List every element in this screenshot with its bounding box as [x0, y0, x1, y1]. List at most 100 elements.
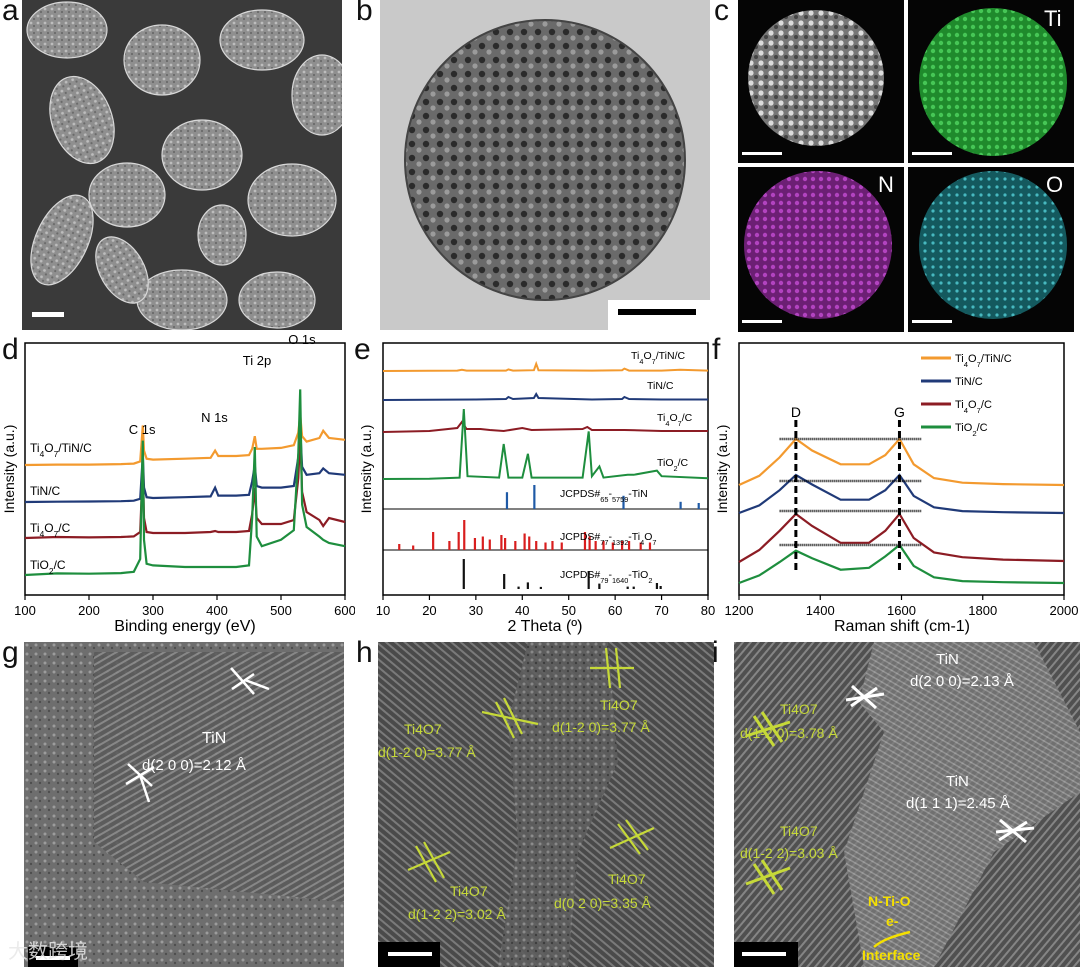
- d-ylabel: Intensity (a.u.): [1, 425, 17, 514]
- d-series-label: Ti4O7/C: [30, 521, 71, 539]
- panel-letter-f: f: [712, 333, 721, 366]
- f-ylabel: Intensity (a.u.): [715, 425, 730, 514]
- eds-label-n: N: [878, 172, 894, 197]
- e-series-label: Ti4O7/C: [657, 412, 693, 428]
- panel-f-raman-chart: D G 1200 1400 1600 1800 2000 Ti4O7/TiN/C TiN/C…: [715, 342, 1079, 635]
- xrd-line-1: [382, 391, 708, 401]
- f-tick-label: 2000: [1050, 603, 1079, 618]
- d-tick-label: 600: [334, 603, 355, 618]
- panel-h-hrtem-image: Ti4O7 d(1-2 0)=3.77 Å Ti4O7 d(1-2 0)=3.7…: [378, 642, 714, 967]
- f-legend-label: TiO2/C: [955, 422, 988, 438]
- d-tick-label: 400: [206, 603, 228, 618]
- panel-b-tem-image: [380, 0, 710, 330]
- watermark-text: 大数跨境: [8, 939, 88, 963]
- i-label-electron: e-: [886, 913, 899, 929]
- e-tick-label: 40: [515, 603, 529, 618]
- d-tick-label: 300: [142, 603, 164, 618]
- xps-line-1: [24, 428, 346, 504]
- xrd-line-0: [382, 360, 709, 372]
- i-label-phase-3: TiN: [946, 773, 969, 790]
- e-tick-label: 60: [608, 603, 622, 618]
- d-tick-label: 500: [270, 603, 292, 618]
- f-legend-label: TiN/C: [955, 376, 983, 388]
- h-label-d-1: d(1-2 0)=3.77 Å: [378, 744, 476, 760]
- d-series-label: TiO2/C: [30, 558, 66, 576]
- e-series-label: TiN/C: [647, 380, 674, 392]
- d-peak-label: O 1s: [288, 335, 316, 347]
- panel-letter-d: d: [2, 333, 19, 366]
- xps-line-0: [24, 414, 346, 467]
- i-label-bond: N-Ti-O: [868, 893, 911, 909]
- e-tick-label: 10: [376, 603, 390, 618]
- raman-line-2: [738, 512, 1065, 563]
- panel-c-eds-maps: Ti N O: [738, 0, 1074, 332]
- d-peak-label: C 1s: [129, 422, 156, 437]
- e-tick-label: 80: [701, 603, 715, 618]
- e-ref-label: JCPDS#65-5759-TiN: [560, 488, 648, 504]
- panel-letter-c: c: [714, 0, 729, 27]
- eds-label-ti: Ti: [1044, 6, 1062, 31]
- panel-letter-a: a: [2, 0, 19, 27]
- h-label-phase-4: Ti4O7: [608, 871, 646, 887]
- e-xlabel: 2 Theta (º): [508, 618, 583, 635]
- i-label-phase-4: Ti4O7: [780, 823, 818, 839]
- panel-i-hrtem-image: TiN d(2 0 0)=2.13 Å TiN d(1 1 1)=2.45 Å …: [734, 642, 1080, 967]
- h-label-d-4: d(0 2 0)=3.35 Å: [554, 895, 652, 911]
- raman-line-3: [738, 543, 1065, 585]
- eds-label-o: O: [1046, 172, 1063, 197]
- d-tick-label: 100: [14, 603, 36, 618]
- g-label-phase: TiN: [202, 730, 226, 747]
- f-tick-label: 1400: [806, 603, 835, 618]
- d-xlabel: Binding energy (eV): [114, 618, 255, 635]
- raman-band-label: G: [894, 404, 905, 420]
- raman-band-label: D: [791, 404, 801, 420]
- h-label-phase-1: Ti4O7: [404, 721, 442, 737]
- h-label-d-3: d(1-2 2)=3.02 Å: [408, 906, 506, 922]
- f-tick-label: 1600: [887, 603, 916, 618]
- i-label-phase-1: TiN: [936, 651, 959, 668]
- d-series-label: Ti4O7/TiN/C: [30, 441, 92, 459]
- d-peak-label: Ti 2p: [243, 353, 271, 368]
- f-legend-label: Ti4O7/TiN/C: [955, 353, 1012, 369]
- i-label-interface: Interface: [862, 947, 921, 963]
- i-label-d-3: d(1 1 1)=2.45 Å: [906, 795, 1010, 812]
- xrd-line-2: [382, 420, 708, 433]
- panel-letter-g: g: [2, 636, 19, 669]
- d-series-label: TiN/C: [30, 484, 61, 498]
- panel-letter-i: i: [712, 636, 719, 669]
- h-label-phase-3: Ti4O7: [450, 883, 488, 899]
- h-label-d-2: d(1-2 0)=3.77 Å: [552, 719, 650, 735]
- i-label-d-4: d(1-2 2)=3.03 Å: [740, 845, 838, 861]
- e-tick-label: 30: [469, 603, 483, 618]
- f-tick-label: 1800: [968, 603, 997, 618]
- panel-g-hrtem-image: TiN d(2 0 0)=2.12 Å: [24, 642, 344, 967]
- d-tick-label: 200: [78, 603, 100, 618]
- raman-line-1: [738, 473, 1065, 515]
- e-ref-label: JCPDS#77-1392-Ti4O7: [560, 531, 657, 547]
- panel-letter-b: b: [356, 0, 373, 27]
- panel-letter-e: e: [354, 333, 371, 366]
- e-series-label: Ti4O7/TiN/C: [631, 350, 685, 366]
- i-label-d-2: d(1-2 0)=3.78 Å: [740, 725, 838, 741]
- f-xlabel: Raman shift (cm-1): [834, 618, 970, 635]
- h-label-phase-2: Ti4O7: [600, 697, 638, 713]
- e-tick-label: 70: [654, 603, 668, 618]
- e-ylabel: Intensity (a.u.): [358, 425, 374, 514]
- e-tick-label: 20: [422, 603, 436, 618]
- raman-line-0: [738, 437, 1065, 487]
- d-peak-label: N 1s: [201, 410, 228, 425]
- panel-d-xps-chart: 100 200 300 400 500 600 C 1s N 1s Ti 2p O 1s Ti4…: [1, 335, 355, 635]
- xrd-line-3: [382, 408, 709, 480]
- panel-e-xrd-chart: 10 20 30 40 50 60 70 80 Ti4O7/TiN/C TiN/C Ti4O7/C…: [358, 342, 715, 635]
- e-ref-label: JCPDS#79-1640-TiO2: [560, 569, 652, 585]
- panel-letter-h: h: [356, 636, 373, 669]
- e-tick-label: 50: [561, 603, 575, 618]
- xps-line-3: [24, 389, 346, 577]
- e-series-label: TiO2/C: [657, 457, 689, 473]
- i-label-phase-2: Ti4O7: [780, 701, 818, 717]
- g-label-dspacing: d(2 0 0)=2.12 Å: [142, 757, 246, 774]
- f-tick-label: 1200: [725, 603, 754, 618]
- i-label-d-1: d(2 0 0)=2.13 Å: [910, 673, 1014, 690]
- panel-a-sem-image: [22, 0, 342, 330]
- f-legend-label: Ti4O7/C: [955, 399, 992, 415]
